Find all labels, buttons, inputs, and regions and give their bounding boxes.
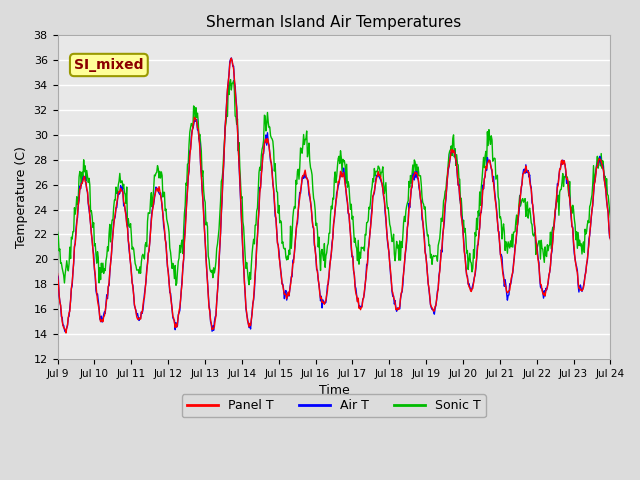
Legend: Panel T, Air T, Sonic T: Panel T, Air T, Sonic T [182, 395, 486, 418]
Sonic T [607, 215, 614, 220]
Air T [122, 207, 129, 213]
Panel T [207, 317, 214, 323]
X-axis label: Time: Time [319, 384, 349, 397]
Air T [403, 239, 410, 245]
Panel T [403, 235, 410, 240]
Line: Sonic T: Sonic T [58, 80, 611, 285]
Air T [61, 329, 69, 335]
Sonic T [419, 200, 427, 205]
Sonic T [403, 203, 410, 209]
Panel T [122, 208, 129, 214]
Panel T [227, 55, 235, 61]
Y-axis label: Temperature (C): Temperature (C) [15, 146, 28, 248]
Air T [65, 314, 72, 320]
Sonic T [207, 268, 214, 274]
Line: Air T: Air T [58, 58, 611, 332]
Sonic T [54, 229, 61, 235]
Air T [54, 273, 61, 278]
Panel T [419, 218, 427, 224]
Title: Sherman Island Air Temperatures: Sherman Island Air Temperatures [206, 15, 461, 30]
Air T [227, 55, 235, 61]
Air T [419, 219, 427, 225]
Air T [177, 288, 185, 293]
Air T [207, 319, 214, 324]
Panel T [177, 288, 185, 293]
Panel T [62, 330, 70, 336]
Text: SI_mixed: SI_mixed [74, 58, 143, 72]
Air T [607, 234, 614, 240]
Panel T [65, 315, 72, 321]
Sonic T [64, 264, 72, 270]
Sonic T [120, 190, 128, 195]
Panel T [54, 271, 61, 276]
Sonic T [177, 240, 185, 246]
Sonic T [172, 282, 180, 288]
Panel T [607, 237, 614, 242]
Sonic T [227, 77, 234, 83]
Line: Panel T: Panel T [58, 58, 611, 333]
